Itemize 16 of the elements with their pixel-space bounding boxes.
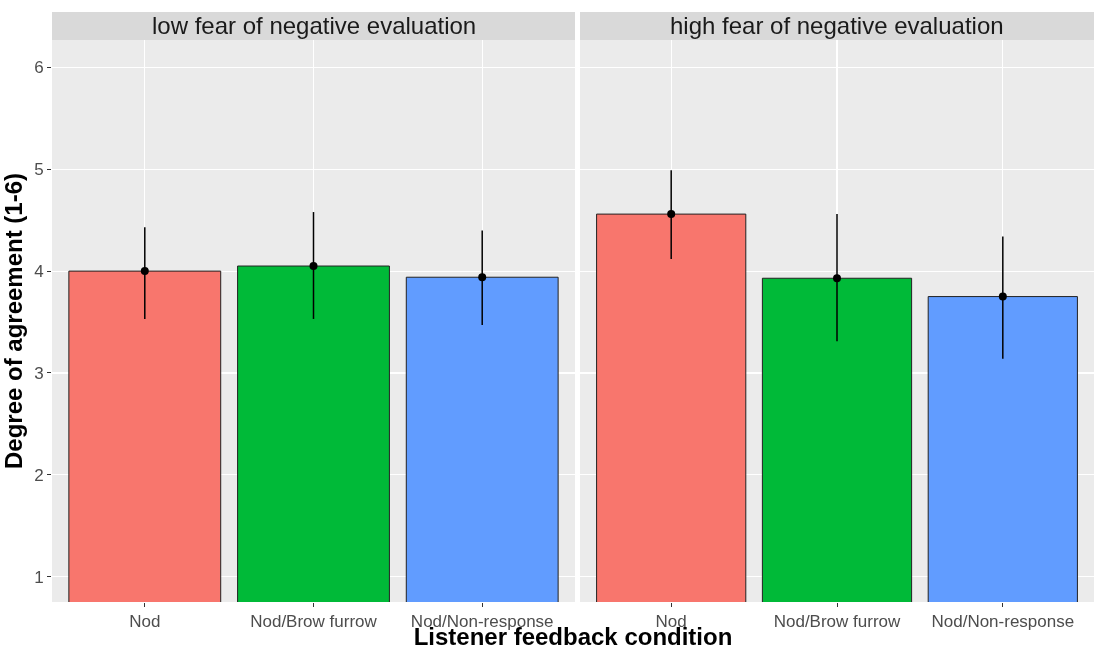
x-tick-label: Nod/Brow furrow <box>773 612 902 632</box>
chart-title: low fear of negative evaluation <box>152 12 477 39</box>
x-tick-label: Nod/Non-response <box>931 612 1075 632</box>
y-tick-label: 2 <box>34 465 44 485</box>
y-tick-label: 6 <box>34 58 44 78</box>
x-tick-label: Nod <box>129 612 161 632</box>
y-tick-label: 4 <box>34 262 44 282</box>
y-tick-label: 3 <box>34 363 44 383</box>
point <box>309 262 318 271</box>
y-tick-label: 1 <box>34 567 44 587</box>
y-axis-title: Degree of agreement (1-6) <box>0 172 27 470</box>
point <box>140 267 149 276</box>
chart-title: high fear of negative evaluation <box>670 12 1004 39</box>
x-tick-label: Nod/Brow furrow <box>250 612 378 632</box>
y-tick-label: 5 <box>34 160 44 180</box>
point <box>478 273 487 282</box>
